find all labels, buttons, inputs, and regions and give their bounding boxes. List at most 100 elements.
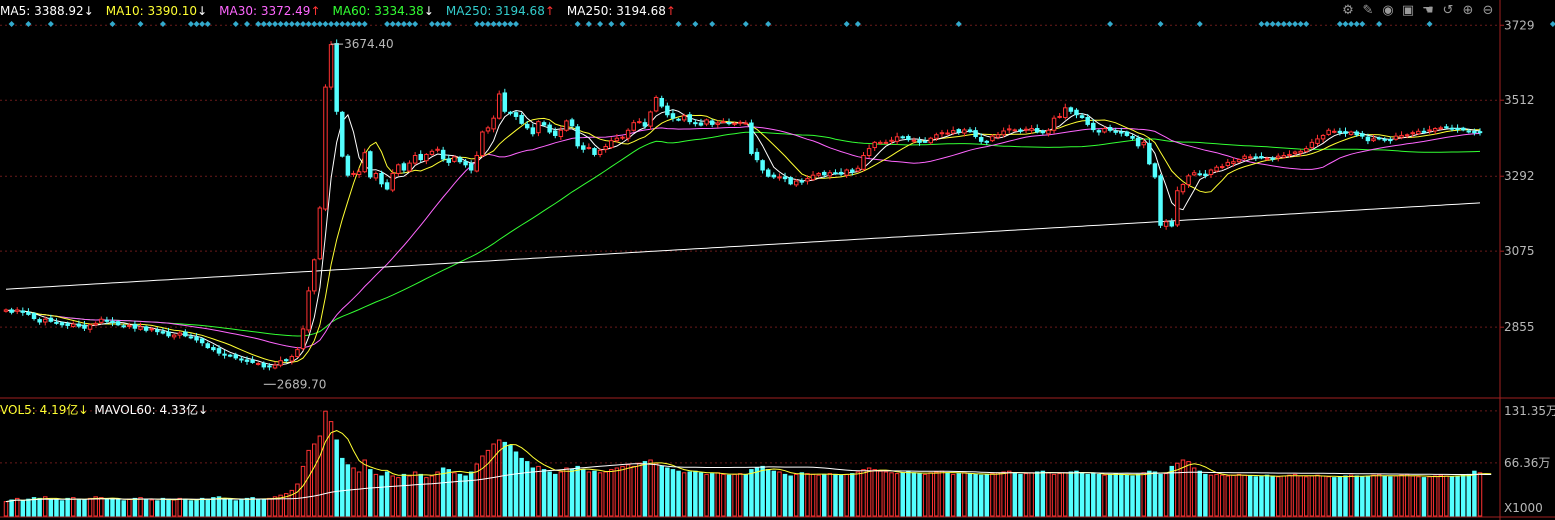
volume-bar <box>1169 465 1174 517</box>
candle-body <box>737 121 743 124</box>
ma250-line <box>5 202 1481 290</box>
candle-body <box>1376 137 1382 140</box>
undo-icon[interactable]: ↺ <box>1442 3 1454 18</box>
pen-icon[interactable]: ✎ <box>1362 3 1374 18</box>
signal-marker-icon <box>400 21 407 27</box>
candle-body <box>345 155 351 176</box>
box-icon[interactable]: ▣ <box>1401 3 1415 18</box>
volume-bar <box>418 473 423 517</box>
eye-icon[interactable]: ◉ <box>1382 3 1394 18</box>
volume-bar <box>1477 472 1483 517</box>
volume-bar <box>93 496 98 517</box>
signal-marker-icon <box>339 21 346 27</box>
volume-bar <box>934 471 939 517</box>
candle-body <box>810 174 816 181</box>
volume-bar <box>1421 477 1427 517</box>
volume-bar <box>250 497 255 517</box>
candle-body <box>401 163 407 171</box>
candle-body <box>648 111 653 127</box>
volume-bar <box>1472 470 1477 517</box>
volume-bar <box>1332 477 1337 517</box>
candle-body <box>14 309 20 312</box>
candle-body <box>732 122 737 125</box>
candle-body <box>216 348 222 354</box>
candle-body <box>1074 109 1079 116</box>
volume-bar <box>737 473 743 517</box>
volume-bar <box>65 497 70 517</box>
signal-marker-icon <box>692 21 699 27</box>
candle-body <box>1421 130 1427 133</box>
candle-body <box>581 145 586 150</box>
volume-bar <box>1404 473 1410 517</box>
candle-body <box>1281 154 1287 158</box>
settings-icon[interactable]: ⚙ <box>1342 3 1354 18</box>
candle-body <box>323 86 328 210</box>
volume-bar <box>87 497 93 517</box>
signal-marker-icon <box>412 21 419 27</box>
volume-bar <box>424 477 429 517</box>
volume-bar <box>244 497 250 517</box>
volume-bar <box>833 473 838 517</box>
candle-body <box>351 172 356 175</box>
candle-body <box>300 328 306 350</box>
candle-body <box>1102 128 1107 133</box>
volume-bar <box>603 471 608 517</box>
trend-arrow-icon: ↓ <box>423 4 434 18</box>
candle-body <box>597 149 603 155</box>
volume-bar <box>1085 473 1090 517</box>
candle-body <box>911 139 917 142</box>
candle-body <box>1152 163 1158 178</box>
hand-icon[interactable]: ☚ <box>1422 3 1434 18</box>
volume-bar <box>676 470 681 517</box>
candle-body <box>855 167 861 172</box>
volume-bar <box>300 465 306 517</box>
candle-body <box>138 326 143 330</box>
candle-body <box>1432 128 1438 132</box>
candle-body <box>530 127 536 135</box>
signal-marker-icon <box>473 21 480 27</box>
volume-bar <box>922 473 928 517</box>
candle-body <box>143 326 149 331</box>
volume-bar <box>211 497 216 517</box>
signal-marker-icon <box>709 21 716 27</box>
volume-bar <box>939 470 945 517</box>
signal-marker-icon <box>47 21 54 27</box>
candle-body <box>334 43 339 112</box>
volume-bar <box>502 441 508 517</box>
candle-body <box>132 323 138 329</box>
candle-body <box>861 154 866 170</box>
volume-bar <box>681 472 687 517</box>
candle-body <box>833 172 838 175</box>
signal-marker-icon <box>232 21 239 27</box>
volume-bar <box>911 472 917 517</box>
candle-body <box>838 171 844 175</box>
volume-bar <box>1113 473 1118 517</box>
signal-marker-icon <box>843 21 850 27</box>
candle-body <box>1023 128 1029 131</box>
candle-body <box>1354 131 1359 136</box>
volume-bar <box>1444 475 1449 517</box>
volume-bar <box>407 475 412 517</box>
volume-bar <box>216 496 222 517</box>
candle-body <box>295 349 300 358</box>
volume-bar <box>283 493 289 517</box>
volume-bar <box>1298 475 1303 517</box>
volume-bar <box>127 498 132 517</box>
volume-bar <box>760 465 765 517</box>
candle-body <box>110 320 115 324</box>
zoom-out-icon[interactable]: ⊖ <box>1482 3 1494 18</box>
candle-body <box>900 136 905 139</box>
signal-marker-icon <box>384 21 391 27</box>
volume-tick-label: 66.36万 <box>1504 456 1550 470</box>
volume-bar <box>261 499 267 517</box>
signal-marker-icon <box>1286 21 1293 27</box>
volume-bar <box>967 473 973 517</box>
candle-body <box>1113 130 1118 133</box>
volume-bar <box>1236 473 1242 517</box>
volume-bar <box>1130 475 1135 517</box>
candle-body <box>934 134 939 139</box>
zoom-in-icon[interactable]: ⊕ <box>1462 3 1474 18</box>
volume-bar <box>536 465 541 517</box>
candle-body <box>1382 138 1387 141</box>
